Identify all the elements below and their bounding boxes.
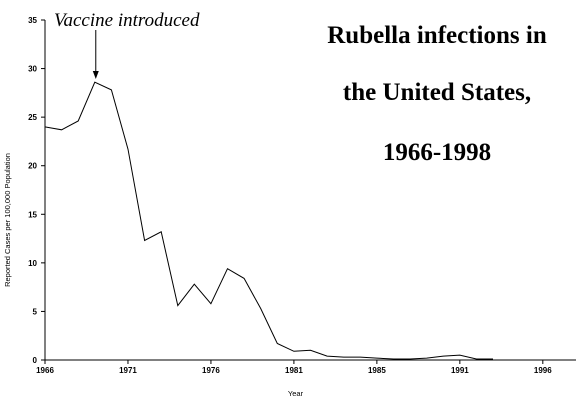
y-tick-label: 30 <box>28 65 37 74</box>
arrow-head <box>92 71 99 79</box>
chart-axes <box>44 20 576 361</box>
x-axis-ticks: 1966 1971 1976 1981 1985 1991 1996 <box>36 360 552 375</box>
y-axis-ticks: 0 5 10 15 20 25 30 35 <box>28 16 45 365</box>
vaccine-annotation-arrow <box>92 30 99 79</box>
x-tick-label: 1991 <box>451 366 469 375</box>
y-tick-label: 25 <box>28 113 37 122</box>
x-tick-label: 1981 <box>285 366 303 375</box>
chart-title-line-1: Rubella infections in <box>327 22 547 49</box>
y-tick-label: 15 <box>28 210 37 219</box>
x-tick-label: 1985 <box>368 366 386 375</box>
x-tick-label: 1976 <box>202 366 220 375</box>
x-tick-label: 1996 <box>534 366 552 375</box>
chart-title-line-2: the United States, <box>343 79 531 106</box>
y-tick-label: 5 <box>33 307 38 316</box>
chart-title: Rubella infections in the United States,… <box>327 22 547 166</box>
x-axis-label: Year <box>288 389 304 397</box>
vaccine-annotation-label: Vaccine introduced <box>54 10 200 31</box>
y-tick-label: 0 <box>33 356 38 365</box>
x-tick-label: 1966 <box>36 366 54 375</box>
y-tick-label: 35 <box>28 16 37 25</box>
y-axis-label: Reported Cases per 100,000 Population <box>3 153 12 287</box>
chart-series <box>44 81 493 360</box>
y-tick-label: 20 <box>28 162 37 171</box>
series-line <box>44 81 493 360</box>
y-tick-label: 10 <box>28 259 37 268</box>
x-tick-label: 1971 <box>119 366 137 375</box>
chart-title-line-3: 1966-1998 <box>383 139 491 166</box>
